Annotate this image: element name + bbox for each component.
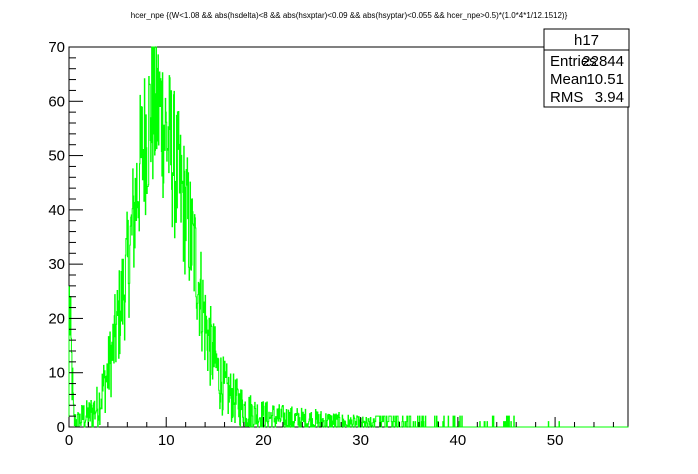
histogram-series [68,46,629,428]
stats-title: h17 [574,32,599,49]
x-tick-label: 50 [547,432,564,449]
stats-value-entries: 22844 [582,53,624,70]
stats-box: h17 Entries 22844 Mean 10.51 RMS 3.94 [543,28,630,108]
histogram-line [68,46,629,428]
x-tick-label: 20 [255,432,272,449]
y-tick-label: 20 [48,310,65,327]
axes: 0 10 20 30 40 50 0 10 20 30 40 50 60 70 [48,39,614,449]
stats-label-entries: Entries [550,53,597,70]
y-tick-label: 30 [48,256,65,273]
y-tick-label: 40 [48,202,65,219]
stats-value-mean: 10.51 [586,71,624,88]
stats-box-frame [543,28,630,108]
chart-title: hcer_npe {(W<1.08 && abs(hsdelta)<8 && a… [131,11,568,20]
stats-label-mean: Mean [550,71,588,88]
x-tick-label: 10 [158,432,175,449]
x-tick-label: 40 [450,432,467,449]
stats-value-rms: 3.94 [595,89,624,106]
y-tick-label: 50 [48,148,65,165]
x-tick-label: 30 [352,432,369,449]
y-tick-label: 70 [48,39,65,56]
y-tick-label: 60 [48,93,65,110]
x-tick-label: 0 [65,432,73,449]
y-tick-label: 10 [48,365,65,382]
stats-label-rms: RMS [550,89,583,106]
y-tick-label: 0 [57,419,65,436]
